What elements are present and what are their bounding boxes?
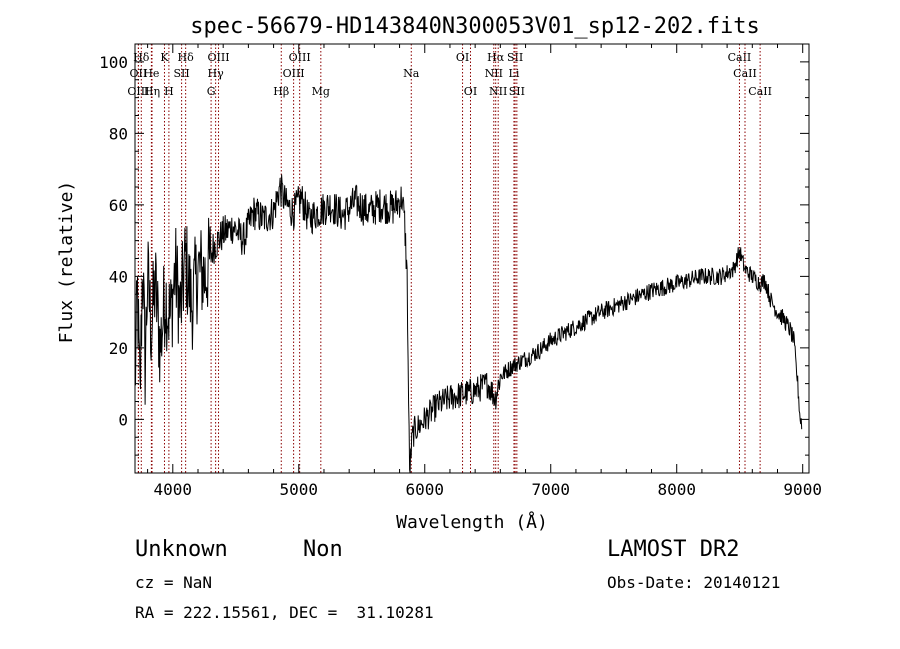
marker-label: SII (173, 67, 189, 80)
marker-label: OIII (283, 67, 305, 80)
marker-label: NII (489, 85, 507, 98)
x-axis-label: Wavelength (Å) (396, 511, 548, 533)
marker-label: H (164, 85, 174, 98)
y-tick-label: 60 (109, 196, 128, 215)
flux-series-line (134, 174, 803, 474)
marker-label: He (143, 67, 159, 80)
x-tick-label: 6000 (405, 480, 444, 499)
marker-label: OIII (207, 51, 229, 64)
marker-label: K (160, 51, 169, 64)
marker-label: Hδ (133, 51, 150, 64)
marker-label: Na (403, 67, 420, 80)
x-tick-label: 9000 (783, 480, 822, 499)
marker-label: OIII (289, 51, 311, 64)
y-tick-label: 100 (99, 53, 128, 72)
y-tick-label: 20 (109, 339, 128, 358)
y-tick-label: 0 (118, 410, 128, 429)
marker-label: SII (509, 85, 525, 98)
x-tick-label: 7000 (531, 480, 570, 499)
coordinates-label: RA = 222.15561, DEC = 31.10281 (135, 603, 434, 622)
marker-label: Hα (487, 51, 505, 64)
marker-label: G (207, 85, 216, 98)
marker-label: OIII (127, 85, 149, 98)
marker-label: NII (485, 67, 503, 80)
x-tick-label: 8000 (657, 480, 696, 499)
y-tick-label: 40 (109, 267, 128, 286)
survey-label: LAMOST DR2 (607, 537, 740, 562)
marker-label: Hη (144, 85, 160, 98)
object-class: Unknown (135, 537, 228, 562)
x-tick-label: 5000 (280, 480, 319, 499)
marker-label: CaII (748, 85, 772, 98)
x-tick-label: 4000 (154, 480, 193, 499)
y-axis-label: Flux (relative) (56, 181, 77, 344)
marker-label: Hβ (273, 85, 289, 98)
marker-label: Hδ (178, 51, 195, 64)
redshift-label: cz = NaN (135, 573, 213, 592)
marker-label: Mg (312, 85, 330, 98)
obs-date-label: Obs-Date: 20140121 (607, 573, 781, 592)
marker-label: Hγ (208, 67, 225, 80)
y-tick-label: 80 (109, 124, 128, 143)
marker-label: OI (456, 51, 469, 64)
marker-label: CaII (728, 51, 752, 64)
object-subclass: Non (303, 537, 343, 562)
marker-label: SII (507, 51, 523, 64)
axis-ticks: 4000 5000 6000 7000 8000 9000 0 20 40 60 80 100 (99, 44, 822, 499)
marker-label: OI (464, 85, 477, 98)
marker-label: CaII (733, 67, 757, 80)
marker-label: Li (509, 67, 520, 80)
plot-frame (134, 43, 810, 474)
chart-title: spec-56679-HD143840N300053V01_sp12-202.f… (190, 14, 760, 39)
